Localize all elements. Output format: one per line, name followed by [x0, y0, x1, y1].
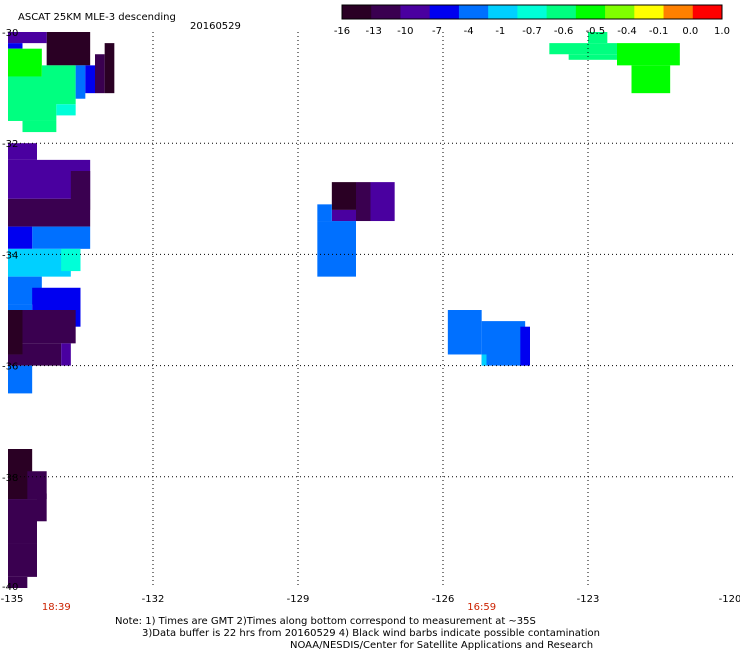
data-cell [8, 43, 23, 49]
colorbar-swatch [458, 5, 489, 19]
colorbar-swatch [605, 5, 635, 19]
data-cell [85, 65, 95, 94]
colorbar-swatch [634, 5, 665, 19]
colorbar-tick-label: -0.6 [554, 26, 574, 37]
data-cell [8, 365, 33, 394]
colorbar-tick-label: -13 [365, 26, 381, 37]
data-cell [46, 32, 91, 66]
data-cell [8, 248, 71, 277]
colorbar-swatch [546, 5, 577, 19]
colorbar-swatch [663, 5, 694, 19]
colorbar-tick-label: 0.0 [682, 26, 698, 37]
data-cell [8, 304, 33, 310]
colorbar-tick-label: -0.4 [617, 26, 637, 37]
y-tick-label: -34 [2, 250, 18, 261]
data-cell [8, 499, 37, 544]
data-cell [61, 248, 81, 272]
data-cell [8, 32, 47, 44]
data-cell [549, 43, 617, 55]
data-cell [8, 310, 23, 355]
data-cell [8, 76, 57, 121]
colorbar-tick-label: -1 [495, 26, 505, 37]
x-tick-label: -126 [432, 594, 455, 605]
colorbar-swatch [400, 5, 431, 19]
y-tick-label: -30 [2, 28, 18, 39]
data-cell [61, 343, 71, 366]
colorbar-tick-label: -16 [334, 26, 350, 37]
colorbar: -16 -13 -10 -7 -4 -1 -0.7 -0.6 -0.5 -0.4 -0.1 0.0 1.… [334, 4, 730, 37]
colorbar-tick-label: 1.0 [714, 26, 730, 37]
y-tick-label: -36 [2, 362, 18, 373]
colorbar-swatch [517, 5, 548, 19]
colorbar-tick-label: -7 [432, 26, 442, 37]
time-label: 18:39 [42, 602, 71, 613]
data-cell [317, 204, 332, 222]
colorbar-swatch [575, 5, 606, 19]
colorbar-swatch [371, 5, 401, 19]
x-tick-label: -135 [1, 594, 24, 605]
colorbar-swatch [342, 5, 372, 19]
data-cell [95, 54, 105, 94]
data-cell [8, 48, 42, 77]
axis-labels: -135 -132 -129 -126 -123 -120 -30 -32 -34 -36 -38 -… [1, 28, 740, 613]
chart-date: 20160529 [190, 21, 241, 32]
credit-line: NOAA/NESDIS/Center for Satellite Applica… [290, 640, 593, 650]
data-cell [37, 493, 47, 522]
x-tick-label: -123 [577, 594, 600, 605]
data-cell [22, 120, 57, 133]
x-tick-label: -120 [719, 594, 740, 605]
y-tick-label: -38 [2, 473, 18, 484]
data-cell [481, 354, 487, 366]
data-cell [8, 543, 37, 577]
time-label: 16:59 [467, 602, 496, 613]
data-cell [588, 32, 608, 44]
note-line-2: 3)Data buffer is 22 hrs from 20160529 4)… [142, 628, 600, 639]
chart-title: ASCAT 25KM MLE-3 descending [18, 12, 176, 23]
colorbar-tick-label: -4 [464, 26, 474, 37]
colorbar-swatch [488, 5, 518, 19]
data-cell [617, 43, 680, 66]
data-cell [481, 321, 526, 366]
data-cell [75, 65, 86, 99]
data-cell [317, 221, 356, 277]
grid-lines [8, 32, 733, 588]
data-cell [520, 326, 530, 366]
data-cell [8, 143, 37, 160]
data-cell [447, 310, 482, 355]
data-cell [331, 182, 356, 210]
colorbar-frame [341, 4, 723, 20]
data-cell [8, 226, 33, 249]
data-cell [32, 226, 91, 249]
data-cell [331, 209, 356, 222]
data-cell [8, 198, 91, 227]
colorbar-swatch [429, 5, 460, 19]
data-cell [104, 43, 115, 94]
data-cell [56, 104, 76, 116]
data-cell [8, 576, 28, 588]
colorbar-tick-label: -0.1 [649, 26, 669, 37]
y-tick-label: -40 [2, 582, 18, 593]
y-tick-label: -32 [2, 139, 18, 150]
data-cell [22, 343, 62, 366]
data-cell [8, 354, 23, 366]
data-cell [356, 182, 371, 222]
colorbar-tick-label: -10 [397, 26, 413, 37]
data-cell [22, 310, 76, 344]
data-cell [370, 182, 395, 222]
note-line-1: Note: 1) Times are GMT 2)Times along bot… [115, 616, 536, 627]
x-tick-label: -132 [142, 594, 165, 605]
data-cells [8, 32, 680, 588]
colorbar-tick-label: -0.7 [522, 26, 542, 37]
colorbar-tick-label: -0.5 [586, 26, 606, 37]
data-cell [27, 471, 47, 500]
data-cell [568, 54, 627, 60]
data-cell [631, 65, 671, 94]
x-tick-label: -129 [287, 594, 310, 605]
colorbar-swatch [692, 5, 723, 19]
